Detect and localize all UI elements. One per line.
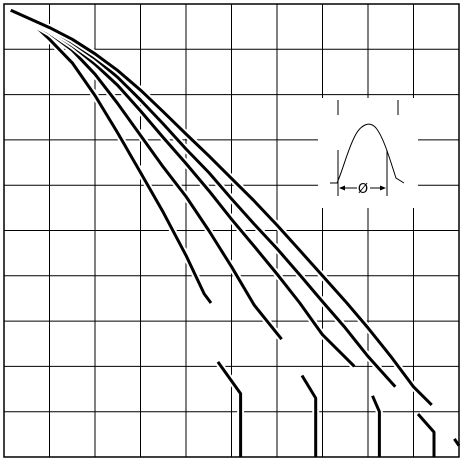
curve-tail-5	[453, 438, 461, 447]
plot-frame	[3, 3, 460, 458]
profile-curve	[330, 123, 405, 184]
curve-tail-1	[216, 361, 243, 457]
grid	[4, 4, 459, 457]
curve-1	[10, 8, 213, 304]
curves	[9, 7, 462, 457]
curve-halo-2	[9, 7, 285, 342]
curve-tail-halo-4	[415, 411, 438, 457]
dimension-arrow-right	[380, 185, 386, 191]
inset-background	[318, 98, 418, 208]
beam-profile-inset: Ø	[318, 98, 418, 208]
diameter-label: Ø	[358, 182, 368, 197]
curve-tail-4	[416, 413, 436, 457]
curve-5	[10, 8, 433, 406]
dimension-arrow-left	[339, 185, 345, 191]
curve-tail-3	[371, 395, 381, 457]
curve-2	[10, 9, 283, 341]
curve-tail-2	[300, 374, 318, 457]
